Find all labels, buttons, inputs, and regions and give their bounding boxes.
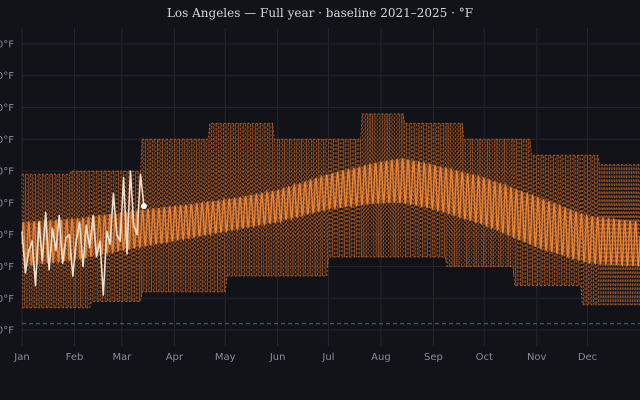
observed-series: [21, 170, 147, 296]
y-tick-label: 80°F: [0, 167, 14, 178]
axes: 120°F 110°F 100°F 90°F 80°F 70°F 60°F 50°F 40°F 3…: [0, 39, 597, 363]
y-tick-label: 110°F: [0, 71, 14, 82]
observed-line: [21, 170, 145, 296]
x-tick-label: Jan: [13, 352, 29, 363]
y-tick-label: 30°F: [0, 326, 14, 337]
y-tick-label: 120°F: [0, 39, 14, 50]
normal-band-area: [22, 158, 640, 267]
chart-title: Los Angeles — Full year · baseline 2021–…: [167, 6, 473, 20]
x-tick-label: Apr: [166, 352, 184, 363]
normal-band-wave: [21, 158, 640, 268]
x-tick-label: Sep: [424, 352, 443, 363]
observed-latest-point: [140, 203, 147, 210]
x-tick-label: Feb: [66, 352, 84, 363]
y-tick-label: 90°F: [0, 135, 14, 146]
x-tick-label: Dec: [578, 352, 597, 363]
x-tick-label: May: [215, 352, 236, 363]
y-tick-label: 100°F: [0, 103, 14, 114]
y-tick-label: 70°F: [0, 198, 14, 209]
x-tick-label: Jul: [321, 352, 334, 363]
normal-band: [21, 158, 640, 268]
x-tick-label: Mar: [112, 352, 132, 363]
y-tick-label: 50°F: [0, 262, 14, 273]
x-tick-label: Oct: [476, 352, 493, 363]
y-tick-label: 60°F: [0, 230, 14, 241]
x-tick-label: Aug: [371, 352, 391, 363]
y-tick-label: 40°F: [0, 294, 14, 305]
baseline-record-high-edge: [22, 113, 640, 175]
baseline-record-low-edge: [22, 256, 640, 309]
x-tick-label: Nov: [527, 352, 547, 363]
x-tick-label: Jun: [269, 352, 286, 363]
